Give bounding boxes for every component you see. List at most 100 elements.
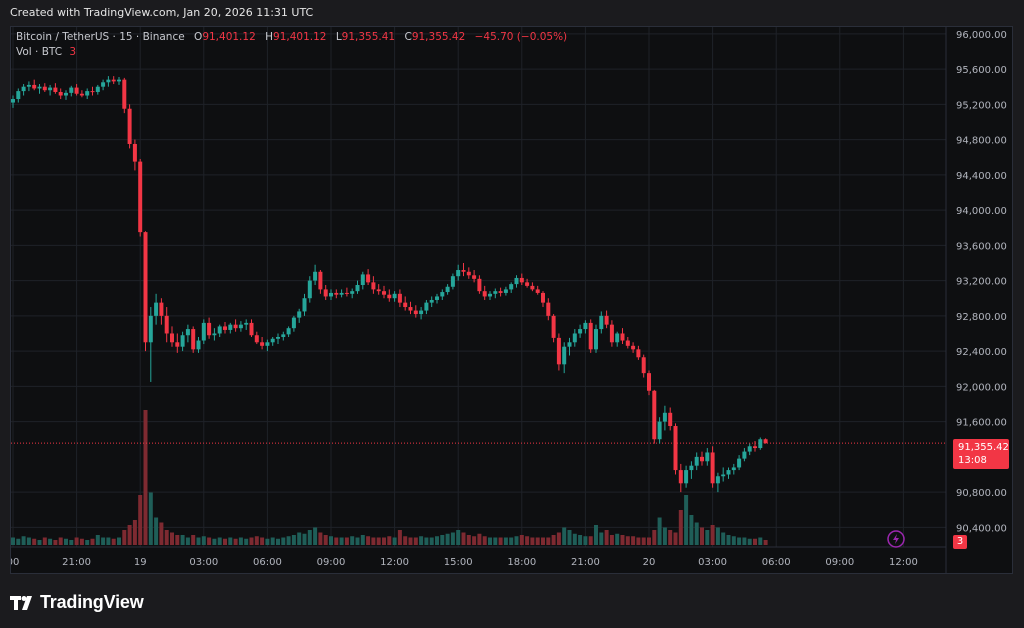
symbol-legend[interactable]: Bitcoin / TetherUS · 15 · Binance O91,40… — [16, 31, 567, 43]
candle-body — [477, 278, 482, 292]
volume-bar — [700, 527, 704, 545]
candle-body — [265, 342, 270, 346]
brand-name: TradingView — [40, 592, 144, 612]
candle-body — [111, 79, 116, 82]
candle-body — [450, 276, 455, 287]
candle-body — [196, 340, 201, 350]
candle-body — [689, 465, 694, 471]
volume-bar — [270, 537, 275, 545]
legend-low-label: L — [335, 31, 342, 43]
candle-body — [604, 315, 609, 325]
volume-bar — [615, 533, 620, 545]
volume-bar — [758, 537, 763, 545]
volume-bar — [217, 537, 222, 545]
candle-body — [498, 291, 503, 293]
last-price-tag: 91,355.42 13:08 — [953, 439, 1009, 469]
candle-body — [143, 232, 148, 343]
volume-bar — [456, 530, 461, 545]
y-tick-label: 95,200.00 — [956, 100, 1007, 111]
candle-body — [525, 282, 530, 286]
candle-body — [535, 289, 540, 293]
candle-body — [74, 87, 79, 94]
candle-body — [705, 452, 710, 462]
volume-bar — [488, 537, 492, 545]
candle-body — [291, 317, 296, 329]
volume-bar — [673, 532, 678, 545]
candle-body — [445, 286, 450, 293]
volume-bar — [58, 537, 63, 545]
lightning-icon-bolt — [893, 534, 899, 544]
candle-body — [435, 296, 439, 300]
volume-bar — [223, 538, 227, 545]
y-tick-label: 90,800.00 — [956, 488, 1007, 499]
volume-bar — [461, 532, 466, 545]
x-tick-label: 18:00 — [507, 557, 536, 568]
volume-bar — [636, 537, 641, 545]
y-tick-label: 96,000.00 — [956, 30, 1007, 41]
candle-body — [556, 337, 561, 365]
candle-body — [673, 426, 678, 471]
volume-bar — [350, 536, 355, 545]
chart-pane[interactable]: 96,000.00 95,600.00 95,200.00 94,800.00 94,4… — [10, 26, 1013, 574]
volume-bar — [344, 537, 349, 545]
volume-bar — [260, 537, 265, 545]
volume-bar — [371, 537, 376, 545]
volume-bar — [509, 537, 514, 545]
volume-bar — [339, 537, 344, 545]
legend-high-label: H — [265, 31, 274, 43]
volume-bar — [212, 538, 217, 545]
volume-legend-value: 3 — [69, 46, 77, 58]
candle-body — [530, 285, 535, 290]
volume-bar — [657, 517, 662, 545]
candle-body — [329, 292, 333, 297]
x-tick-label: 21:00 — [571, 557, 600, 568]
y-tick-label: 94,800.00 — [956, 136, 1007, 147]
legend-change: −45.70 (−0.05%) — [474, 31, 568, 43]
volume-bar — [42, 537, 47, 545]
candle-body — [170, 333, 174, 343]
volume-bar — [148, 492, 153, 545]
volume-legend[interactable]: Vol · BTC 3 — [16, 46, 76, 58]
candle-body — [641, 357, 646, 374]
y-tick-label: 90,400.00 — [956, 523, 1007, 534]
volume-bar — [228, 537, 233, 545]
candle-body — [710, 452, 715, 484]
x-tick-label: 03:00 — [189, 557, 218, 568]
candle-body — [588, 322, 593, 350]
candle-body — [180, 335, 185, 347]
volume-bar — [191, 535, 196, 545]
candle-body — [546, 302, 551, 316]
volume-bar — [477, 533, 482, 545]
volume-bar — [138, 495, 143, 545]
volume-bar — [731, 536, 736, 545]
y-tick-label: 92,800.00 — [956, 312, 1007, 323]
candle-body — [217, 326, 222, 334]
candle-body — [53, 87, 58, 92]
candlestick-chart[interactable]: 96,000.00 95,600.00 95,200.00 94,800.00 94,4… — [11, 27, 1012, 573]
candle-body — [509, 284, 514, 290]
volume-bar — [207, 537, 212, 545]
volume-bar — [106, 537, 111, 545]
candle-body — [95, 86, 100, 92]
candle-body — [249, 322, 254, 336]
volume-bar — [122, 530, 127, 545]
volume-bar — [583, 536, 588, 545]
tradingview-logo-icon — [10, 595, 32, 610]
volume-bar — [313, 527, 318, 545]
candle-body — [493, 291, 498, 294]
candle-body — [11, 99, 15, 103]
volume-bar — [662, 527, 667, 545]
candle-body — [26, 84, 31, 87]
candle-body — [747, 446, 752, 452]
volume-bar — [307, 530, 312, 545]
candle-body — [429, 299, 434, 303]
candle-body — [154, 302, 159, 316]
candle-body — [461, 270, 466, 272]
candle-body — [212, 333, 217, 336]
candle-body — [371, 282, 376, 290]
tradingview-brand[interactable]: TradingView — [10, 592, 144, 613]
volume-bar — [397, 530, 402, 545]
x-tick-label: 15:00 — [444, 557, 473, 568]
candle-body — [244, 322, 249, 325]
volume-bar — [525, 536, 530, 545]
